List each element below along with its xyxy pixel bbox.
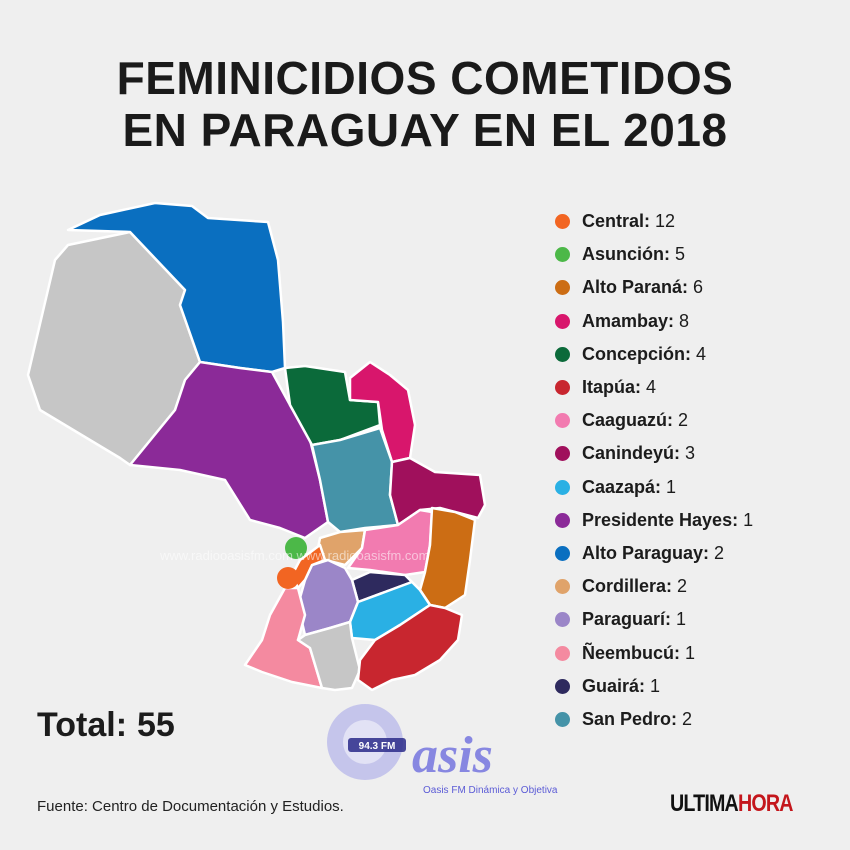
legend-name: Caaguazú: [582, 410, 668, 431]
legend-value: 5: [675, 244, 686, 265]
legend-item: Cordillera:2: [555, 570, 845, 603]
legend-dot: [555, 247, 570, 263]
legend-item: Presidente Hayes:1: [555, 504, 845, 537]
legend-item: Caazapá:1: [555, 471, 845, 504]
legend-dot: [555, 545, 570, 561]
legend-item: Amambay:8: [555, 305, 845, 338]
legend-dot: [555, 280, 570, 296]
region-canindeyu: [388, 456, 487, 527]
legend-name: Presidente Hayes: [582, 509, 733, 530]
legend-dot: [555, 446, 570, 462]
region-neembucu: [243, 586, 324, 690]
legend-name: Concepción: [582, 343, 686, 364]
legend-value: 6: [693, 277, 704, 298]
legend-dot: [555, 214, 570, 230]
legend-value: 1: [676, 609, 687, 630]
legend-name: San Pedro: [582, 708, 672, 729]
watermark-tagline: Oasis FM Dinámica y Objetiva: [423, 785, 558, 796]
legend-name: Asunción: [582, 244, 665, 265]
legend-name: Guairá: [582, 675, 640, 696]
brand-part-1: ULTIMA: [670, 790, 739, 817]
legend-item: Ñeembucú:1: [555, 636, 845, 669]
legend-value: 3: [685, 443, 696, 464]
legend-item: Caaguazú:2: [555, 404, 845, 437]
legend-dot: [555, 380, 570, 396]
legend-name: Central: [582, 211, 645, 232]
central-marker: [277, 567, 299, 589]
legend-value: 1: [666, 476, 677, 497]
page-title: FEMINICIDIOS COMETIDOS EN PARAGUAY EN EL…: [0, 52, 850, 156]
source-note: Fuente: Centro de Documentación y Estudi…: [37, 798, 344, 815]
legend-value: 8: [679, 310, 690, 331]
legend-item: Canindeyú:3: [555, 437, 845, 470]
total-label: Total:: [37, 706, 128, 744]
legend-item: Concepción:4: [555, 338, 845, 371]
legend-item: Asunción:5: [555, 238, 845, 271]
legend-value: 1: [650, 675, 661, 696]
legend-dot: [555, 346, 570, 362]
legend-dot: [555, 479, 570, 495]
legend-name: Amambay: [582, 310, 669, 331]
legend-value: 2: [677, 576, 688, 597]
legend-dot: [555, 612, 570, 628]
watermark-freq: 94.3 FM: [359, 741, 396, 752]
region-misiones: [296, 620, 362, 692]
legend-item: Itapúa:4: [555, 371, 845, 404]
legend-value: 2: [714, 542, 725, 563]
asuncion-marker: [285, 537, 307, 559]
legend-name: Alto Paraná: [582, 277, 683, 298]
title-line-2: EN PARAGUAY EN EL 2018: [122, 104, 728, 156]
legend-dot: [555, 678, 570, 694]
legend-name: Ñeembucú: [582, 642, 675, 663]
legend-dot: [555, 313, 570, 329]
legend-value: 2: [682, 708, 693, 729]
legend-name: Canindeyú: [582, 443, 675, 464]
brand-logo: ULTIMAHORA: [670, 790, 793, 818]
legend-item: Alto Paraguay:2: [555, 537, 845, 570]
watermark-logo-text: asis: [412, 727, 493, 784]
legend-dot: [555, 579, 570, 595]
legend-value: 12: [655, 211, 676, 232]
title-line-1: FEMINICIDIOS COMETIDOS: [116, 52, 734, 104]
legend-value: 4: [646, 377, 657, 398]
legend-item: Guairá:1: [555, 670, 845, 703]
legend-name: Caazapá: [582, 476, 656, 497]
region-alto-paraguay: [66, 201, 287, 374]
legend-dot: [555, 645, 570, 661]
brand-part-2: HORA: [737, 790, 793, 817]
legend-dot: [555, 512, 570, 528]
region-presidente-hayes: [128, 360, 330, 540]
legend-name: Cordillera: [582, 576, 667, 597]
legend-value: 2: [678, 410, 689, 431]
legend-item: San Pedro:2: [555, 703, 845, 736]
legend-item: Alto Paraná:6: [555, 271, 845, 304]
oasis-logo: 94.3 FM asis: [327, 704, 493, 784]
legend-dot: [555, 711, 570, 727]
legend-name: Alto Paraguay: [582, 542, 704, 563]
legend-value: 1: [743, 509, 754, 530]
legend-name: Itapúa: [582, 377, 636, 398]
total: Total: 55: [37, 706, 175, 745]
legend-value: 4: [696, 343, 707, 364]
watermark-url: www.radiooasisfm.com www.radiooasisfm.co…: [160, 548, 430, 563]
region-itapua: [356, 603, 464, 692]
legend-value: 1: [685, 642, 696, 663]
legend-name: Paraguarí: [582, 609, 666, 630]
total-value: 55: [137, 706, 175, 744]
legend-item: Central:12: [555, 205, 845, 238]
legend-dot: [555, 413, 570, 429]
legend-item: Paraguarí:1: [555, 603, 845, 636]
legend: Central:12 Asunción:5 Alto Paraná:6 Amambay…: [555, 205, 845, 736]
